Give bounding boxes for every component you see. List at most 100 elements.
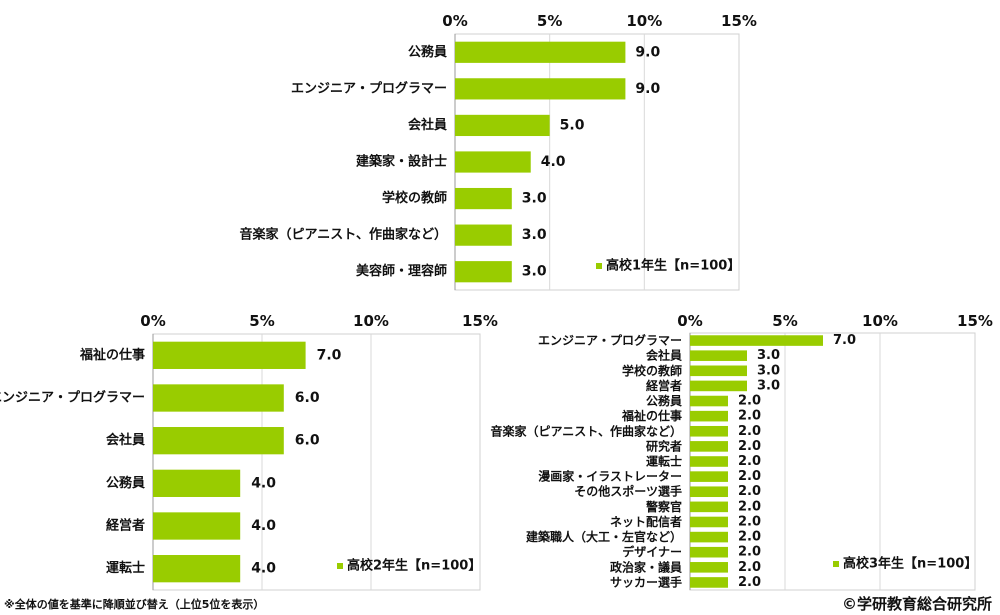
chart3-value-label: 2.0: [738, 545, 761, 560]
chart-grade2: 0% 5% 10% 15% 福祉の仕事 7.0 エンジニア・プログラマー 6.0 会社員 6.0 公…: [0, 300, 500, 600]
chart3-value-label: 2.0: [738, 454, 761, 469]
chart1-value-label: 9.0: [635, 81, 660, 97]
chart1-category-label: エンジニア・プログラマー: [291, 80, 447, 96]
chart1-bar: [455, 41, 626, 63]
chart1-tick-label: 5%: [537, 12, 562, 30]
chart3-value-label: 2.0: [738, 575, 761, 590]
chart1-category-label: 学校の教師: [382, 190, 447, 206]
chart1-bar: [455, 224, 512, 246]
chart2-value-label: 4.0: [251, 518, 276, 534]
chart3-category-label: 経営者: [646, 378, 682, 393]
chart2-category-label: 運転士: [106, 560, 145, 576]
chart3-tick-label: 15%: [957, 312, 993, 330]
chart3-bar: [690, 471, 728, 482]
chart2-value-label: 4.0: [251, 475, 276, 491]
chart1-category-label: 公務員: [408, 44, 447, 60]
chart3-bar: [690, 531, 728, 543]
chart1-tick-label: 0%: [442, 12, 467, 30]
chart2-tick-label: 0%: [140, 312, 165, 330]
chart3-value-label: 2.0: [738, 484, 761, 499]
chart3-category-label: サッカー選手: [610, 574, 682, 589]
chart1-tick-label: 15%: [721, 12, 757, 30]
chart1-category-label: 美容師・理容師: [356, 263, 447, 279]
chart1-bar: [455, 187, 512, 210]
chart3-value-label: 3.0: [757, 378, 780, 393]
chart2-tick-label: 15%: [462, 312, 498, 330]
chart-grade1-svg: 0% 5% 10% 15% 公務員 9.0 エンジニア・プログラマー 9.0 会社員 5.0 建築家…: [240, 12, 757, 291]
chart3-value-label: 2.0: [738, 439, 761, 454]
chart-grade3-svg: 0% 5% 10% 15% エンジニア・プログラマー 7.0 会社員 3.0 学校の教師 3.0 経…: [490, 312, 993, 591]
chart1-value-label: 9.0: [635, 44, 660, 60]
chart3-value-label: 3.0: [757, 348, 780, 363]
chart1-category-label: 建築家・設計士: [356, 154, 447, 170]
chart3-value-label: 2.0: [738, 530, 761, 545]
footnote: ※全体の値を基準に降順並び替え（上位5位を表示）: [4, 598, 265, 611]
chart3-tick-label: 0%: [677, 312, 702, 330]
chart3-category-label: 漫画家・イラストレーター: [538, 469, 682, 484]
chart3-category-label: その他スポーツ選手: [574, 484, 682, 499]
chart3-value-label: 2.0: [738, 469, 761, 484]
chart3-category-label: 研究者: [646, 438, 682, 453]
chart1-legend-swatch: [596, 263, 602, 269]
chart2-value-label: 6.0: [295, 433, 320, 449]
chart2-bar: [153, 341, 306, 369]
chart3-value-label: 7.0: [833, 333, 856, 348]
chart3-bar: [690, 350, 747, 361]
chart2-bar: [153, 427, 284, 455]
chart2-bar: [153, 555, 241, 583]
chart2-tick-label: 5%: [249, 312, 274, 330]
chart2-value-label: 6.0: [295, 390, 320, 406]
copyright: ©学研教育総合研究所: [841, 595, 992, 613]
chart2-value-label: 4.0: [251, 561, 276, 577]
chart2-value-label: 7.0: [317, 347, 342, 363]
chart2-category-label: 公務員: [106, 475, 145, 491]
chart3-bar: [690, 577, 728, 588]
chart1-category-label: 会社員: [408, 117, 447, 133]
chart3-category-label: 福祉の仕事: [621, 408, 682, 423]
chart3-bar: [690, 380, 747, 392]
chart3-value-label: 2.0: [738, 394, 761, 409]
chart2-legend-label: 高校2年生【n=100】: [347, 558, 481, 574]
chart1-tick-label: 10%: [626, 12, 662, 30]
chart1-bar: [455, 114, 550, 137]
chart3-bar: [690, 562, 728, 573]
chart3-category-label: 警察官: [645, 499, 682, 514]
chart3-bar: [690, 365, 747, 377]
chart1-value-label: 3.0: [522, 227, 547, 243]
chart1-bar: [455, 151, 531, 173]
chart3-category-label: 運転士: [646, 454, 682, 469]
chart3-bar: [690, 516, 728, 528]
chart3-value-label: 2.0: [738, 514, 761, 529]
chart2-category-label: 会社員: [106, 432, 145, 448]
chart1-value-label: 3.0: [522, 191, 547, 207]
chart2-bar: [153, 384, 284, 412]
chart1-bar: [455, 78, 626, 100]
chart2-tick-label: 10%: [353, 312, 389, 330]
chart3-value-label: 2.0: [738, 424, 761, 439]
chart1-value-label: 3.0: [522, 264, 547, 280]
chart3-legend-swatch: [833, 561, 839, 567]
chart3-category-label: エンジニア・プログラマー: [538, 333, 682, 348]
chart2-category-label: エンジニア・プログラマー: [0, 390, 145, 406]
chart3-category-label: 会社員: [646, 348, 682, 363]
chart2-legend-swatch: [337, 563, 343, 569]
chart3-value-label: 2.0: [738, 409, 761, 424]
chart1-legend-label: 高校1年生【n=100】: [606, 258, 740, 274]
chart3-category-label: 建築職人（大工・左官など）: [525, 529, 682, 544]
chart3-category-label: デザイナー: [622, 544, 682, 559]
chart3-category-label: 音楽家（ピアニスト、作曲家など）: [490, 423, 682, 438]
chart3-bar: [690, 410, 728, 422]
chart3-bar: [690, 425, 728, 437]
chart2-category-label: 福祉の仕事: [79, 347, 145, 363]
chart2-category-label: 経営者: [106, 518, 145, 534]
chart3-bar: [690, 486, 728, 498]
chart2-bar: [153, 469, 241, 497]
chart3-legend-label: 高校3年生【n=100】: [843, 556, 977, 572]
chart3-bar: [690, 395, 728, 407]
chart3-bar: [690, 441, 728, 452]
chart3-value-label: 2.0: [738, 499, 761, 514]
chart3-category-label: 政治家・議員: [610, 559, 682, 574]
chart3-tick-label: 10%: [862, 312, 898, 330]
chart3-bar: [690, 456, 728, 467]
chart3-tick-label: 5%: [772, 312, 797, 330]
